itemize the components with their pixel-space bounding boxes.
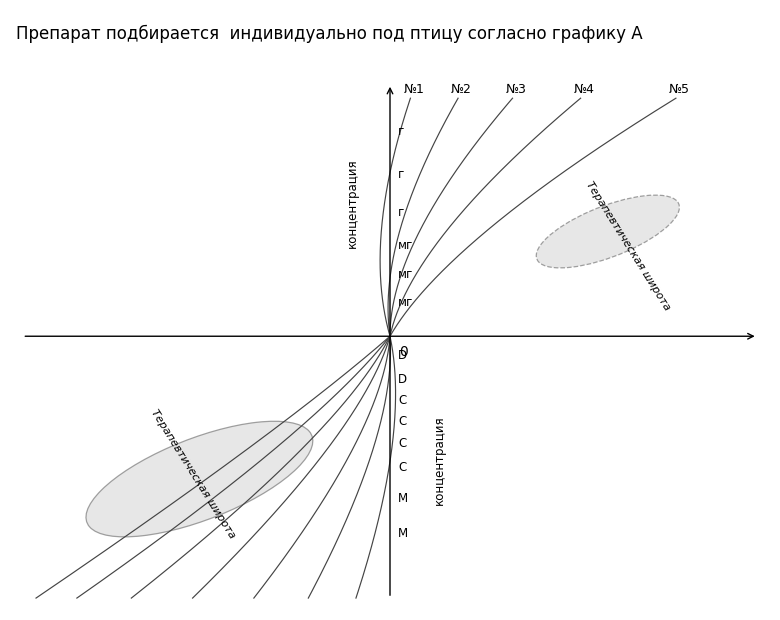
Text: D: D [398,373,407,386]
Text: M: M [398,527,408,540]
Text: концентрация: концентрация [346,158,359,248]
Text: Терапевтическая широта: Терапевтическая широта [148,408,236,541]
Ellipse shape [536,195,679,268]
Text: концентрация: концентрация [433,415,445,505]
Text: мг: мг [398,239,413,252]
Text: г: г [398,125,404,138]
Text: 0: 0 [399,345,408,359]
Text: г: г [398,168,404,181]
Ellipse shape [86,421,313,537]
Text: C: C [398,394,406,407]
Text: №4: №4 [573,83,594,96]
Text: №1: №1 [403,83,424,96]
Text: №5: №5 [668,83,690,96]
Text: C: C [398,415,406,428]
Text: №2: №2 [451,83,472,96]
Text: C: C [398,461,406,474]
Text: мг: мг [398,268,413,281]
Text: Терапевтическая широта: Терапевтическая широта [584,179,672,312]
Text: №3: №3 [505,83,526,96]
Text: г: г [398,206,404,219]
Text: C: C [398,437,406,450]
Text: мг: мг [398,296,413,309]
Text: D: D [398,349,407,362]
Text: Препарат подбирается  индивидуально под птицу согласно графику А: Препарат подбирается индивидуально под п… [16,25,642,43]
Text: M: M [398,492,408,505]
